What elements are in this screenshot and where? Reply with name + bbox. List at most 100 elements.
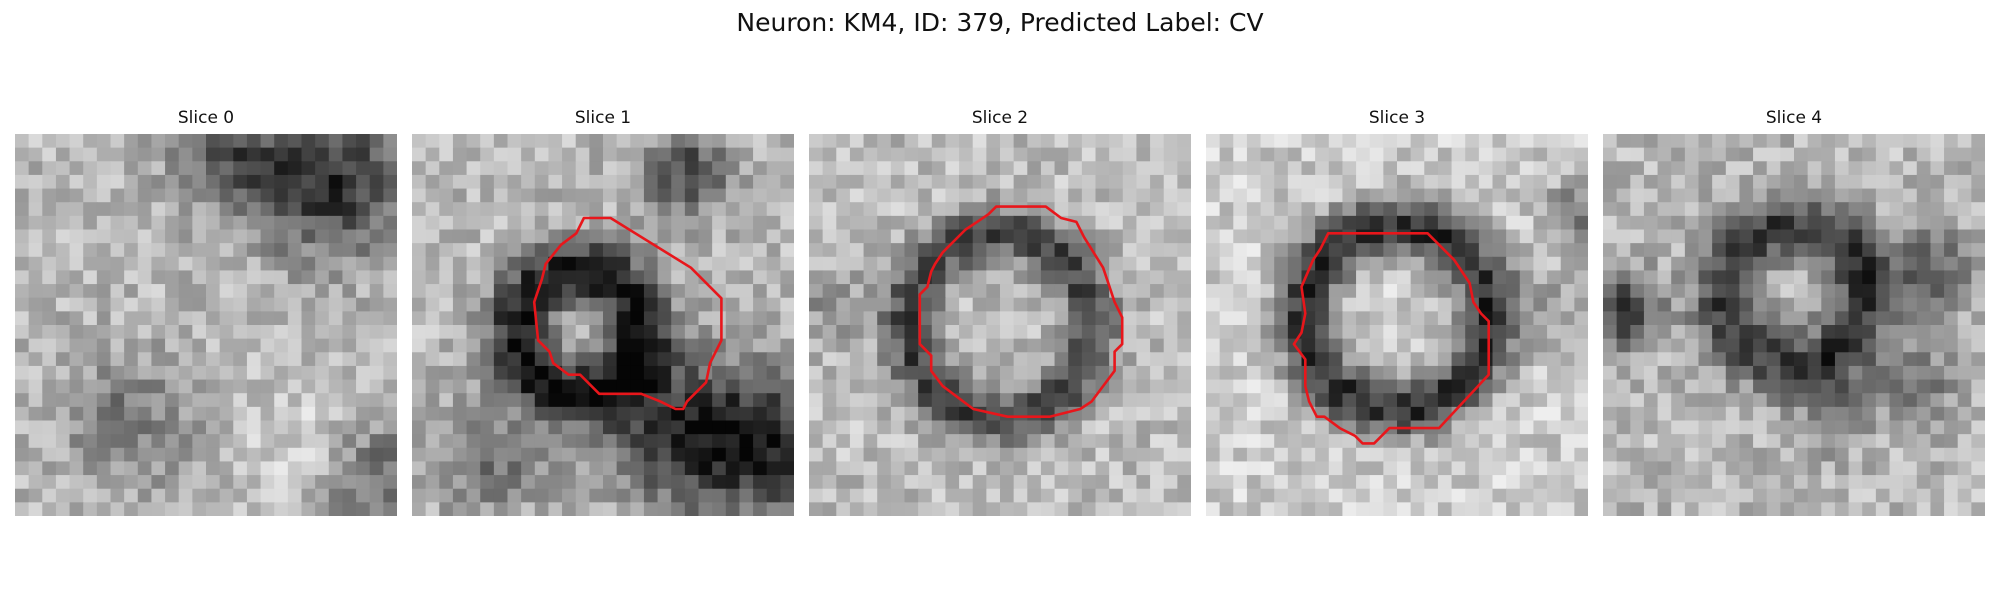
pixel-cell: [1095, 461, 1110, 476]
pixel-cell: [369, 393, 384, 408]
pixel-cell: [904, 461, 919, 476]
pixel-cell: [1437, 447, 1453, 463]
pixel-cell: [1150, 447, 1165, 463]
pixel-cell: [1834, 447, 1850, 463]
pixel-cell: [1027, 202, 1042, 217]
pixel-cell: [822, 188, 837, 203]
pixel-cell: [1725, 311, 1741, 326]
pixel-cell: [369, 365, 384, 381]
pixel-cell: [1081, 352, 1097, 367]
pixel-cell: [178, 188, 193, 203]
pixel-cell: [1794, 502, 1809, 516]
pixel-cell: [342, 434, 357, 449]
pixel-cell: [1328, 243, 1344, 258]
pixel-cell: [836, 174, 851, 190]
pixel-cell: [1122, 311, 1138, 326]
pixel-cell: [1903, 325, 1918, 340]
pixel-cell: [809, 393, 824, 408]
pixel-cell: [1478, 502, 1494, 516]
pixel-cell: [1944, 161, 1959, 176]
pixel-cell: [412, 475, 427, 490]
pixel-cell: [780, 325, 794, 340]
pixel-cell: [1519, 256, 1535, 272]
pixel-cell: [1547, 284, 1562, 299]
pixel-cell: [1506, 215, 1521, 231]
pixel-cell: [1930, 488, 1945, 503]
pixel-cell: [1451, 461, 1466, 476]
pixel-cell: [780, 147, 794, 162]
pixel-cell: [1383, 365, 1398, 381]
pixel-cell: [452, 365, 468, 381]
pixel-cell: [1260, 475, 1275, 490]
pixel-cell: [507, 461, 522, 476]
pixel-cell: [1315, 475, 1330, 490]
pixel-cell: [1219, 352, 1234, 367]
pixel-cell: [657, 379, 672, 394]
pixel-cell: [589, 297, 604, 312]
pixel-cell: [849, 188, 865, 203]
pixel-cell: [521, 365, 536, 381]
pixel-cell: [1712, 488, 1727, 503]
pixel-cell: [412, 284, 427, 299]
pixel-cell: [849, 297, 865, 312]
pixel-cell: [863, 202, 878, 217]
pixel-cell: [233, 352, 248, 367]
pixel-cell: [534, 134, 550, 149]
pixel-cell: [480, 325, 495, 340]
pixel-cell: [1930, 256, 1945, 272]
pixel-cell: [412, 229, 427, 244]
pixel-cell: [684, 352, 700, 367]
pixel-cell: [739, 311, 754, 326]
pixel-cell: [1616, 475, 1631, 490]
pixel-cell: [904, 352, 919, 367]
pixel-cell: [945, 420, 960, 435]
pixel-cell: [369, 188, 384, 203]
pixel-cell: [1437, 475, 1453, 490]
pixel-cell: [809, 379, 824, 394]
pixel-cell: [206, 502, 221, 516]
pixel-cell: [178, 174, 193, 190]
pixel-cell: [1547, 270, 1562, 285]
pixel-cell: [412, 434, 427, 449]
pixel-cell: [643, 420, 659, 435]
pixel-cell: [1206, 161, 1221, 176]
pixel-cell: [1671, 502, 1686, 516]
pixel-cell: [1492, 502, 1507, 516]
pixel-cell: [1233, 461, 1248, 476]
pixel-cell: [1424, 325, 1439, 340]
pixel-cell: [1794, 202, 1809, 217]
pixel-cell: [548, 270, 563, 285]
pixel-cell: [192, 229, 207, 244]
pixel-cell: [274, 256, 289, 272]
pixel-cell: [83, 325, 98, 340]
pixel-cell: [1465, 256, 1480, 272]
pixel-cell: [1478, 488, 1494, 503]
pixel-cell: [301, 406, 316, 422]
pixel-cell: [383, 270, 397, 285]
pixel-cell: [1095, 229, 1110, 244]
pixel-cell: [1315, 420, 1330, 435]
pixel-cell: [233, 202, 248, 217]
pixel-cell: [328, 434, 344, 449]
pixel-cell: [1122, 147, 1138, 162]
pixel-cell: [1437, 134, 1453, 149]
pixel-cell: [55, 393, 71, 408]
pixel-cell: [1478, 256, 1494, 272]
pixel-cell: [246, 379, 262, 394]
pixel-cell: [630, 311, 645, 326]
pixel-cell: [1219, 243, 1234, 258]
pixel-cell: [412, 188, 427, 203]
pixel-cell: [766, 284, 781, 299]
pixel-cell: [452, 379, 468, 394]
pixel-cell: [1383, 393, 1398, 408]
pixel-cell: [1437, 188, 1453, 203]
pixel-cell: [1944, 215, 1959, 231]
pixel-cell: [657, 434, 672, 449]
pixel-cell: [192, 338, 207, 353]
pixel-cell: [178, 461, 193, 476]
pixel-cell: [96, 475, 112, 490]
pixel-cell: [1122, 188, 1138, 203]
pixel-cell: [493, 393, 509, 408]
pixel-cell: [877, 147, 892, 162]
pixel-cell: [1889, 243, 1904, 258]
